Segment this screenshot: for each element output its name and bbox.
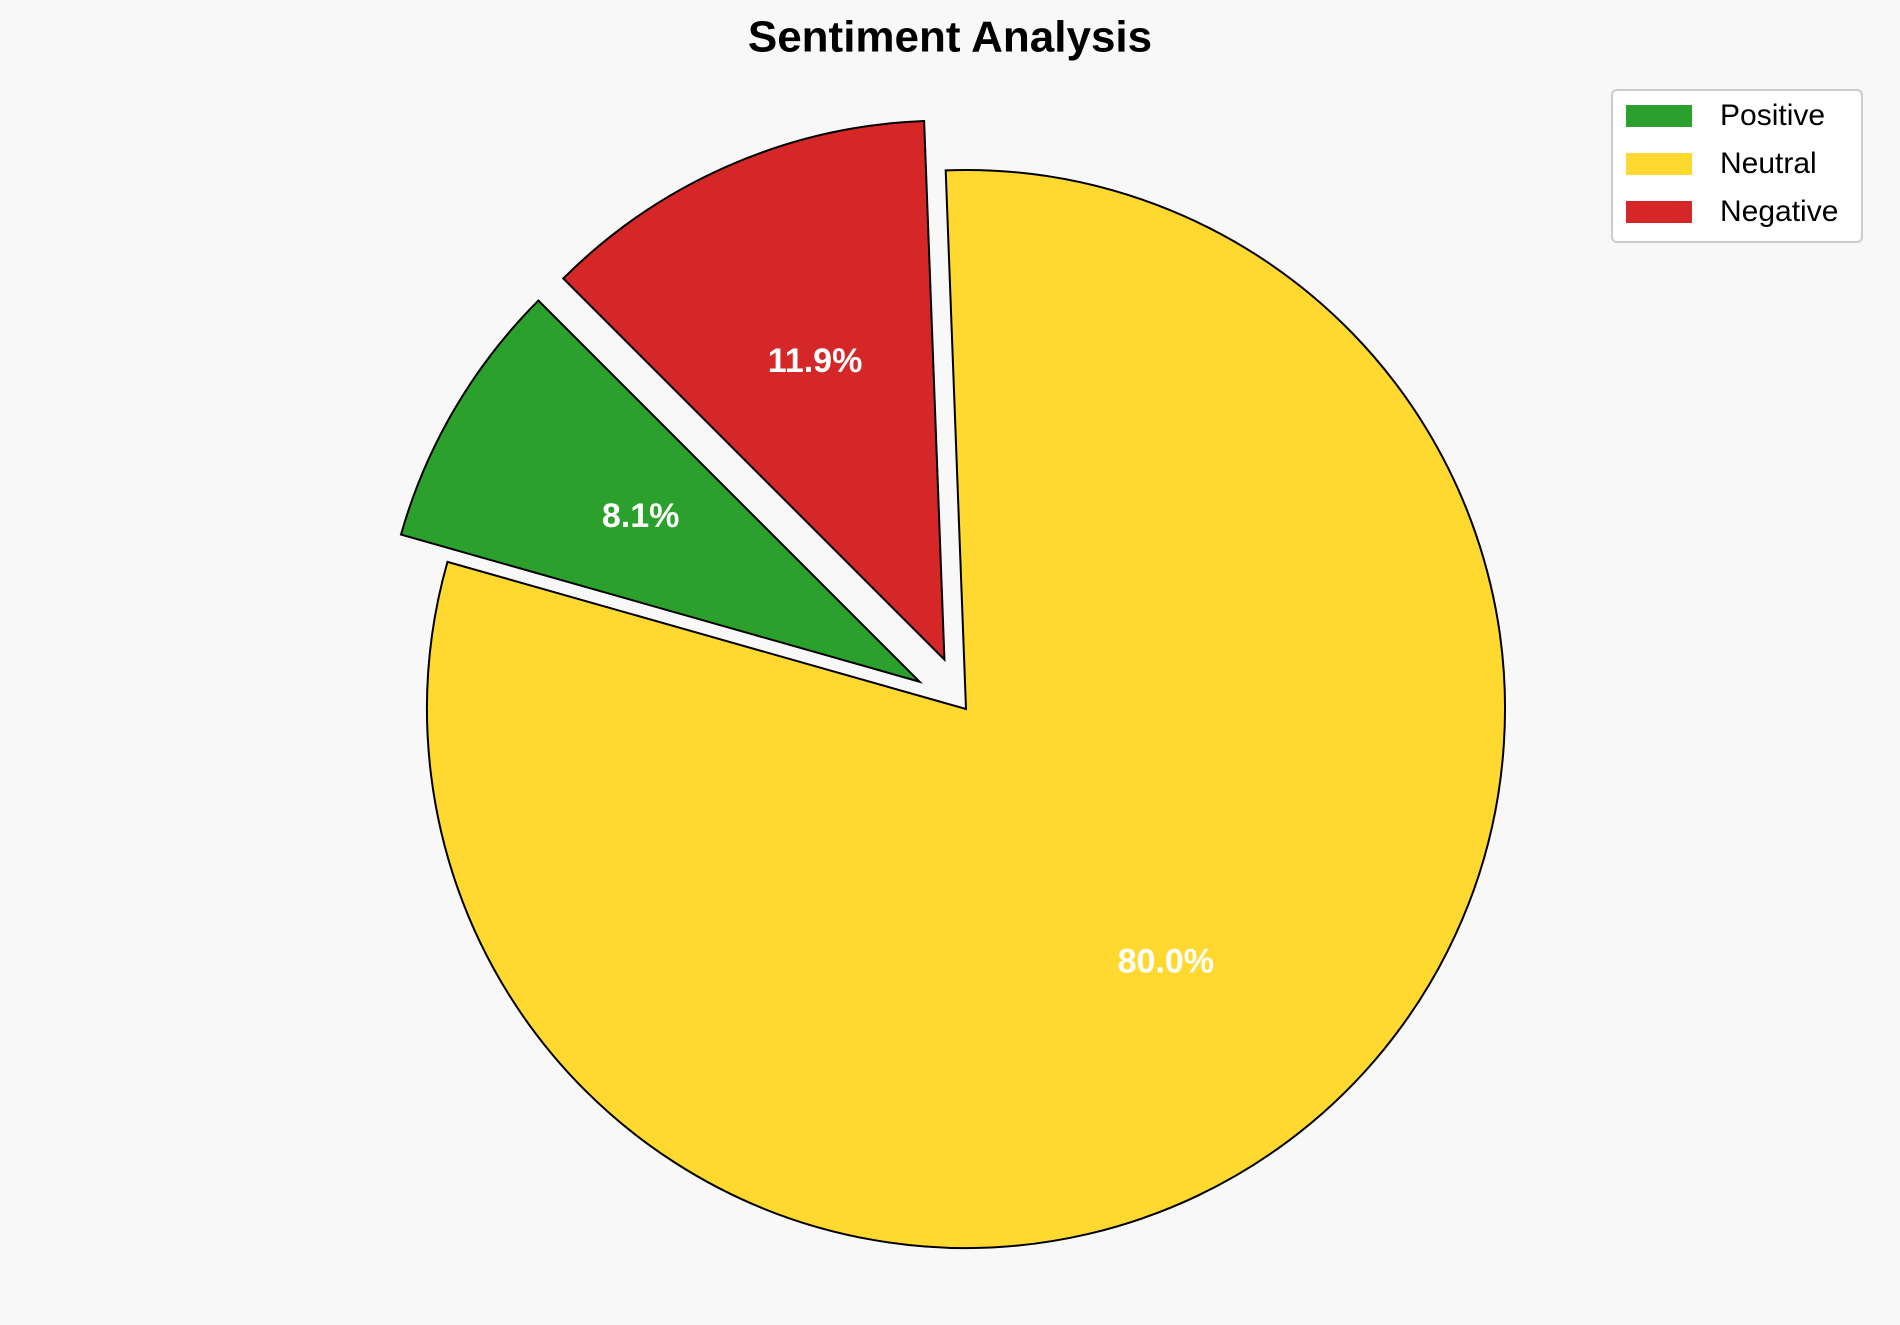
legend-label: Negative bbox=[1720, 195, 1838, 228]
chart-title: Sentiment Analysis bbox=[748, 13, 1152, 62]
pie-slice bbox=[426, 169, 1506, 1249]
slice-label: 8.1% bbox=[602, 497, 680, 535]
pie-slice bbox=[399, 299, 923, 684]
legend-swatch bbox=[1626, 105, 1692, 127]
pie-slice bbox=[561, 119, 946, 663]
legend-swatch bbox=[1626, 201, 1692, 223]
legend-label: Neutral bbox=[1720, 147, 1817, 180]
legend-label: Positive bbox=[1720, 99, 1825, 132]
slice-label: 11.9% bbox=[768, 342, 863, 380]
slice-label: 80.0% bbox=[1118, 942, 1214, 980]
legend-swatch bbox=[1626, 153, 1692, 175]
